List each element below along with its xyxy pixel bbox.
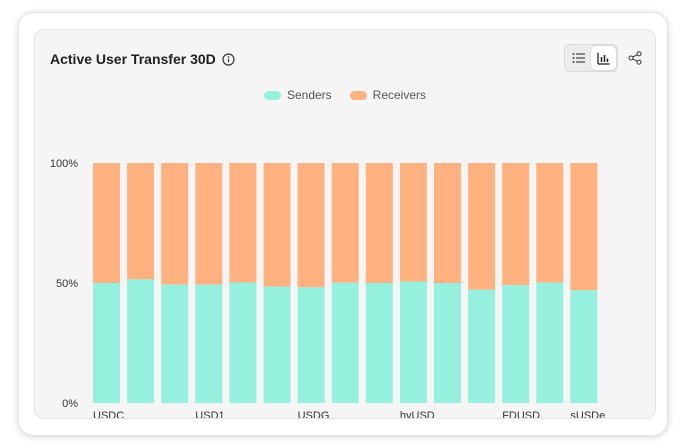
bar-senders[interactable]	[161, 284, 189, 403]
bar-senders[interactable]	[468, 289, 496, 403]
legend-swatch-receivers	[349, 90, 367, 100]
y-tick-label: 100%	[50, 158, 78, 170]
bar-senders[interactable]	[127, 279, 155, 403]
bar-senders[interactable]	[434, 283, 461, 403]
share-icon	[628, 51, 642, 65]
bar-receivers[interactable]	[502, 163, 530, 286]
bar-receivers[interactable]	[93, 163, 120, 283]
x-tick-label: USDG	[298, 410, 330, 418]
bar-senders[interactable]	[195, 284, 223, 403]
y-tick-label: 50%	[56, 278, 78, 290]
x-tick-label: USD1	[195, 410, 224, 418]
share-button[interactable]	[626, 49, 644, 67]
x-tick-label: sUSDe	[570, 410, 605, 418]
bar-receivers[interactable]	[161, 163, 189, 285]
chart-card: Active User Transfer 30D	[34, 29, 656, 419]
card-title: Active User Transfer 30D	[50, 51, 216, 67]
list-icon	[572, 53, 585, 63]
view-toggle	[564, 44, 618, 72]
bar-senders[interactable]	[502, 285, 530, 403]
bar-senders[interactable]	[229, 282, 257, 403]
bar-receivers[interactable]	[331, 163, 359, 283]
y-tick-label: 0%	[62, 398, 78, 410]
stacked-bar-chart: 0% 50% 100% USDC USD1 USDG hyUSD FDUSD sUSDe	[50, 158, 605, 418]
bar-senders[interactable]	[536, 282, 564, 403]
bar-senders[interactable]	[93, 283, 120, 403]
x-tick-label: USDC	[93, 410, 124, 418]
bar-receivers[interactable]	[127, 163, 155, 280]
legend-label-senders: Senders	[286, 88, 332, 102]
bar-senders[interactable]	[570, 290, 598, 403]
info-icon[interactable]	[222, 52, 235, 66]
bar-receivers[interactable]	[468, 163, 496, 290]
bar-receivers[interactable]	[263, 163, 291, 287]
chart-legend: Senders Receivers	[35, 88, 655, 102]
legend-item-senders[interactable]: Senders	[263, 88, 332, 102]
bar-receivers[interactable]	[536, 163, 564, 283]
bar-receivers[interactable]	[399, 163, 427, 282]
bar-senders[interactable]	[297, 287, 325, 403]
legend-label-receivers: Receivers	[372, 88, 427, 102]
bar-receivers[interactable]	[365, 163, 393, 283]
legend-item-receivers[interactable]: Receivers	[349, 88, 427, 102]
list-view-button[interactable]	[566, 46, 591, 70]
chart-view-button[interactable]	[591, 46, 616, 70]
bar-receivers[interactable]	[297, 163, 325, 288]
bar-senders[interactable]	[331, 282, 359, 403]
bar-receivers[interactable]	[195, 163, 223, 285]
bar-senders[interactable]	[263, 286, 291, 403]
x-tick-label: hyUSD	[400, 410, 435, 418]
bar-senders[interactable]	[399, 281, 427, 403]
x-tick-label: FDUSD	[502, 410, 540, 418]
card-header: Active User Transfer 30D	[50, 51, 235, 67]
bar-senders[interactable]	[365, 283, 393, 403]
bar-receivers[interactable]	[434, 163, 461, 283]
widget-frame: Active User Transfer 30D	[19, 13, 667, 435]
bar-chart-icon	[597, 52, 610, 65]
bar-receivers[interactable]	[229, 163, 257, 283]
legend-swatch-senders	[263, 90, 281, 100]
bar-receivers[interactable]	[570, 163, 598, 291]
